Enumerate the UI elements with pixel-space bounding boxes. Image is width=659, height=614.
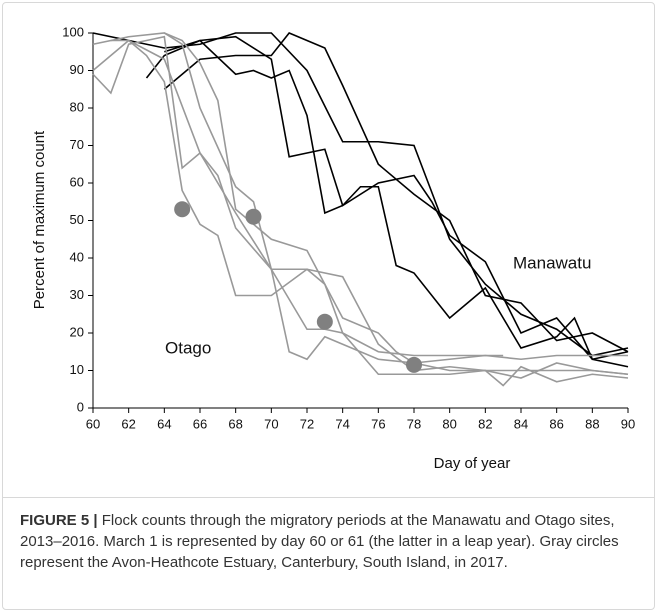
chart: Day of year Percent of maximum count Man… — [31, 24, 635, 472]
y-tick-label: 70 — [70, 137, 84, 152]
y-tick-label: 100 — [62, 24, 84, 39]
point — [245, 208, 262, 225]
y-tick-label: 0 — [77, 399, 84, 414]
x-tick-label: 86 — [549, 416, 563, 431]
x-tick-label: 62 — [121, 416, 135, 431]
x-tick-label: 80 — [442, 416, 456, 431]
annotation: Manawatu — [513, 253, 591, 272]
line — [92, 39, 504, 357]
x-tick-label: 76 — [371, 416, 385, 431]
point — [174, 201, 191, 218]
x-tick-label: 64 — [157, 416, 171, 431]
y-tick-label: 10 — [70, 362, 84, 377]
y-tick-label: 20 — [70, 324, 84, 339]
y-tick-label: 50 — [70, 212, 84, 227]
x-tick-label: 72 — [300, 416, 314, 431]
caption-label: FIGURE 5 | — [20, 512, 98, 529]
line — [145, 35, 629, 368]
point — [406, 356, 422, 373]
x-tick-label: 78 — [407, 416, 421, 431]
line — [164, 32, 629, 387]
x-tick-label: 70 — [264, 416, 278, 431]
y-tick-label: 80 — [70, 99, 84, 114]
x-tick-label: 74 — [335, 416, 349, 431]
x-tick-label: 82 — [478, 416, 492, 431]
x-tick-label: 66 — [193, 416, 207, 431]
y-axis-label: Percent of maximum count — [31, 130, 48, 309]
y-tick-label: 40 — [70, 249, 84, 264]
annotation: Otago — [165, 338, 211, 357]
caption-text: Flock counts through the migratory perio… — [20, 512, 619, 571]
y-tick-label: 60 — [70, 174, 84, 189]
line — [163, 32, 629, 353]
point — [316, 313, 333, 330]
x-axis-label: Day of year — [434, 455, 511, 472]
line — [92, 35, 629, 376]
y-tick-label: 30 — [70, 287, 84, 302]
caption: FIGURE 5 | Flock counts through the migr… — [2, 497, 655, 573]
x-tick-label: 68 — [228, 416, 242, 431]
line — [164, 39, 629, 361]
x-tick-label: 90 — [621, 416, 635, 431]
x-tick-label: 84 — [514, 416, 528, 431]
line — [92, 32, 628, 364]
x-tick-label: 88 — [585, 416, 599, 431]
line — [110, 39, 629, 379]
y-tick-label: 90 — [70, 62, 84, 77]
x-tick-label: 60 — [86, 416, 100, 431]
